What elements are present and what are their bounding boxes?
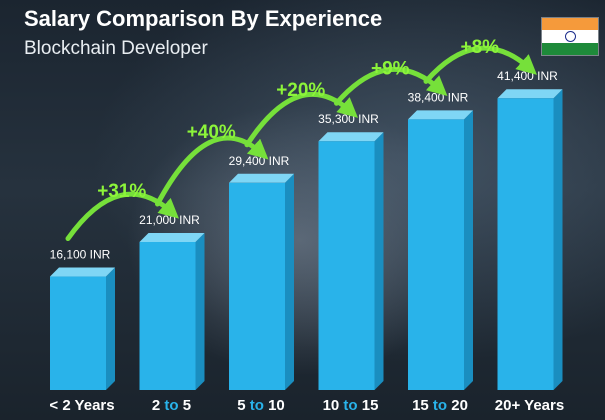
bar-top [408,110,473,120]
category-label-part: 15 [412,397,429,414]
value-label: 41,400 INR [497,69,558,83]
bar-side [374,132,384,390]
increase-percent-label: +9% [371,58,410,79]
bar-side [195,233,205,390]
bar [497,98,554,390]
category-label-part: 15 [362,397,379,414]
bar-top [497,89,563,99]
bar [139,242,196,390]
increase-percent-label: +8% [460,37,499,58]
bar-top [229,173,294,183]
increase-percent-label: +31% [97,181,146,202]
category-label-part: 5 [183,397,191,414]
bar-side [285,173,294,390]
category-label-part: 10 [323,397,340,414]
flag-stripe-saffron [542,18,598,31]
bar-side [106,267,115,390]
increase-percent-label: +20% [276,80,325,101]
value-label: 29,400 INR [229,154,290,168]
category-label-part: < 2 Years [49,397,114,414]
category-label-part: 10 [268,397,285,414]
bar-top [318,132,384,142]
category-label-part: 2 [152,397,160,414]
category-label-part: 5 [237,397,245,414]
india-flag-icon [541,17,599,56]
category-label: 20+ Years [495,397,564,414]
category-label-part: 20+ Years [495,397,564,414]
page-subtitle: Blockchain Developer [24,38,208,59]
increase-arrow [423,45,537,84]
bar-side [464,110,473,390]
bar [50,276,106,390]
value-label: 16,100 INR [50,248,111,262]
category-label: 2 to 5 [152,397,191,414]
flag-stripe-green [542,42,598,55]
bar-top [50,267,115,277]
category-label-part: to [246,397,269,414]
page-title: Salary Comparison By Experience [24,6,383,31]
category-label-part: 20 [451,397,468,414]
category-label-part: to [160,397,183,414]
category-label: 10 to 15 [323,397,379,414]
flag-stripe-white [542,30,598,43]
category-label-part: to [339,397,362,414]
category-label: < 2 Years [49,397,114,414]
category-label: 15 to 20 [412,397,468,414]
category-label-part: to [429,397,452,414]
category-label: 5 to 10 [237,397,285,414]
bar-top [139,233,205,242]
bar-side [553,89,563,390]
increase-percent-label: +40% [187,122,236,143]
bar [408,119,464,390]
value-label: 21,000 INR [139,213,200,227]
value-label: 35,300 INR [318,112,379,126]
value-label: 38,400 INR [408,90,469,104]
bar [229,182,285,390]
bar [318,141,375,390]
flag-chakra [565,31,576,43]
